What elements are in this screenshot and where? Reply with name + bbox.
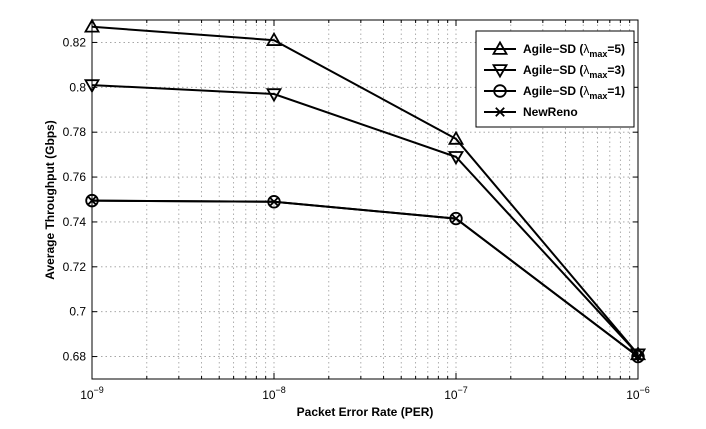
triangle-down-marker [83, 79, 101, 94]
series-group [87, 195, 643, 362]
y-axis-label: Average Throughput (Gbps) [43, 120, 57, 280]
y-tick-label: 0.82 [63, 35, 87, 49]
x-marker [633, 351, 643, 362]
triangle-down-marker [265, 88, 283, 103]
y-tick-label: 0.76 [63, 170, 87, 184]
legend-entry-label: Agile−SD (λmax=5) [523, 42, 625, 59]
x-marker [269, 196, 279, 207]
circle-marker [493, 84, 507, 98]
triangle-down-marker [491, 64, 509, 79]
series-line [91, 199, 639, 358]
triangle-up-marker [265, 31, 283, 46]
x-tick-label: 10−7 [444, 385, 468, 402]
legend-entry-label: Agile−SD (λmax=1) [523, 84, 625, 101]
x-axis-label: Packet Error Rate (PER) [297, 405, 434, 419]
y-tick-label: 0.8 [69, 80, 86, 94]
y-tick-label: 0.68 [63, 350, 87, 364]
legend-entry-label: Agile−SD (λmax=3) [523, 63, 625, 80]
x-marker [87, 195, 97, 206]
y-tick-label: 0.72 [63, 260, 87, 274]
triangle-up-marker [491, 40, 509, 55]
x-marker [451, 213, 461, 224]
series [83, 18, 647, 364]
triangle-up-marker [83, 18, 101, 33]
x-tick-label: 10−9 [80, 385, 104, 402]
series-line [91, 25, 639, 355]
x-marker [495, 107, 505, 117]
series-group [85, 193, 645, 364]
y-tick-label: 0.7 [69, 305, 86, 319]
x-tick-label: 10−8 [262, 385, 286, 402]
y-tick-label: 0.74 [63, 215, 87, 229]
legend-entry-label: NewReno [523, 105, 578, 119]
triangle-down-marker [447, 151, 465, 166]
axis-ticks: 0.68 0.7 0.72 0.74 0.76 0.78 0.8 0.82 10−9 10−8 10… [63, 20, 650, 402]
x-tick-label: 10−6 [626, 385, 650, 402]
series-line [91, 199, 639, 358]
y-tick-label: 0.78 [63, 125, 87, 139]
circle-marker [631, 349, 645, 364]
series-group [83, 79, 647, 363]
legend: Agile−SD (λmax=5) Agile−SD (λmax=3) Agile−… [475, 30, 635, 128]
triangle-up-marker [447, 130, 465, 145]
series-line [91, 84, 639, 355]
